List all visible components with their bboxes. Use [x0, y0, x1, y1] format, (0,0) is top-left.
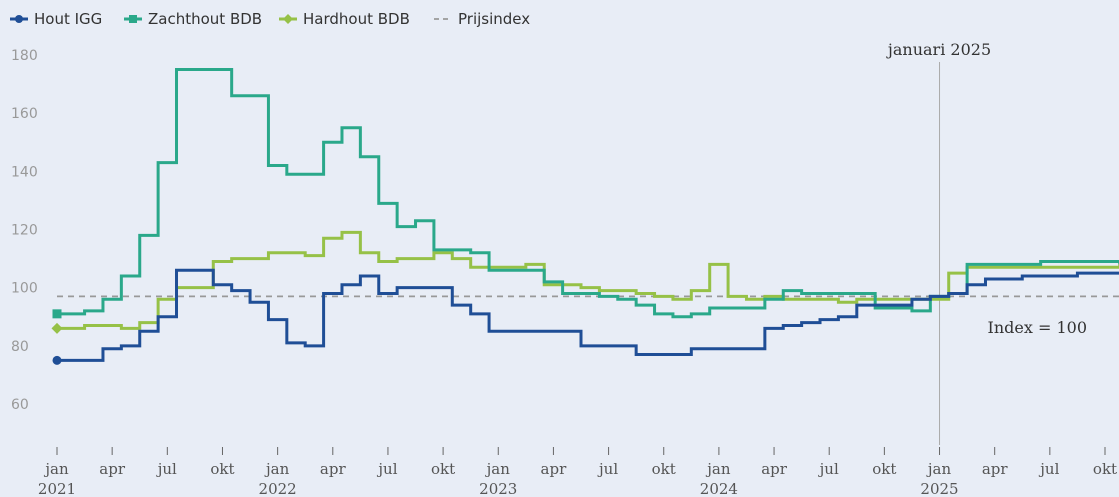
x-tick-label: apr: [761, 460, 788, 478]
legend-item: Zachthout BDB: [124, 10, 262, 28]
x-tick-label: okt: [431, 460, 455, 478]
x-tick-year-label: 2024: [700, 480, 738, 497]
y-tick-label: 120: [11, 223, 38, 239]
legend-marker: [283, 14, 293, 24]
x-tick-label: jul: [1038, 460, 1059, 478]
x-tick-label: okt: [1093, 460, 1117, 478]
legend-item: Prijsindex: [434, 10, 530, 28]
y-tick-label: 140: [11, 164, 38, 180]
legend-item: Hardhout BDB: [279, 10, 410, 28]
plot-area: [51, 68, 1119, 365]
series-line-hardhout-bdb: [57, 230, 1119, 330]
y-tick-label: 60: [11, 397, 29, 413]
january-2025-label: januari 2025: [886, 40, 991, 59]
x-axis: jan 2021 apr jul okt jan 2022 apr jul okt jan 2023 a…: [38, 447, 1117, 497]
index-label: Index = 100: [988, 318, 1087, 337]
y-tick-label: 80: [11, 339, 29, 355]
x-tick-label: apr: [320, 460, 347, 478]
series-line-hout-igg: [57, 268, 1119, 362]
x-tick-label: jan: [705, 460, 731, 478]
x-tick-label: apr: [982, 460, 1009, 478]
x-tick-label: jan: [264, 460, 290, 478]
x-tick-label: apr: [99, 460, 126, 478]
series-start-marker: [52, 309, 62, 319]
legend-label: Prijsindex: [458, 10, 530, 28]
legend-label: Hardhout BDB: [303, 10, 410, 28]
x-tick-year-label: 2025: [920, 480, 958, 497]
x-tick-label: jul: [376, 460, 397, 478]
x-tick-label: jul: [818, 460, 839, 478]
x-tick-year-label: 2022: [259, 480, 297, 497]
y-tick-label: 100: [11, 281, 38, 297]
legend-marker: [15, 15, 23, 23]
x-tick-label: jul: [156, 460, 177, 478]
annotations: januari 2025 Index = 100: [886, 40, 1087, 445]
x-tick-label: jan: [43, 460, 69, 478]
series-line-zachthout-bdb: [57, 68, 1119, 319]
series-start-marker: [51, 322, 63, 334]
x-tick-year-label: 2021: [38, 480, 76, 497]
legend-marker: [129, 15, 137, 23]
legend-item: Hout IGG: [10, 10, 102, 28]
x-tick-label: jul: [597, 460, 618, 478]
x-tick-year-label: 2023: [479, 480, 517, 497]
legend-label: Hout IGG: [34, 10, 102, 28]
x-tick-label: jan: [926, 460, 952, 478]
series-start-marker: [52, 355, 62, 365]
x-tick-label: okt: [210, 460, 234, 478]
x-tick-label: okt: [872, 460, 896, 478]
y-tick-label: 180: [11, 48, 38, 64]
x-tick-label: jan: [485, 460, 511, 478]
x-tick-label: apr: [541, 460, 568, 478]
x-tick-label: okt: [652, 460, 676, 478]
y-tick-label: 160: [11, 106, 38, 122]
legend-label: Zachthout BDB: [148, 10, 262, 28]
legend: Hout IGG Zachthout BDB Hardhout BDB Prijsin…: [10, 10, 530, 28]
y-axis: 60 80 100 120 140 160 180: [11, 48, 38, 413]
